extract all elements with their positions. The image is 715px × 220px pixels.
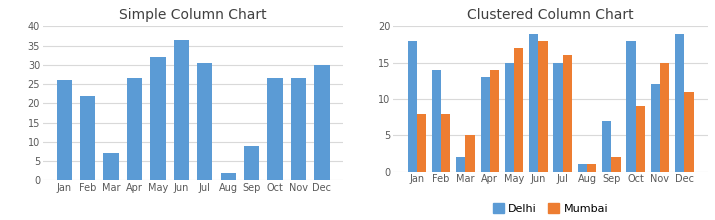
Bar	[150, 57, 165, 180]
Bar	[267, 78, 282, 180]
Bar	[651, 84, 660, 172]
Bar	[490, 70, 499, 172]
Title: Simple Column Chart: Simple Column Chart	[119, 8, 267, 22]
Bar	[221, 173, 236, 180]
Bar	[626, 41, 636, 172]
Bar	[432, 70, 441, 172]
Bar	[684, 92, 694, 172]
Bar	[611, 157, 621, 172]
Bar	[127, 78, 142, 180]
Bar	[529, 34, 538, 172]
Bar	[80, 96, 95, 180]
Bar	[408, 41, 417, 172]
Legend: Delhi, Mumbai: Delhi, Mumbai	[488, 199, 613, 218]
Bar	[197, 63, 212, 180]
Bar	[563, 55, 572, 172]
Bar	[480, 77, 490, 172]
Bar	[56, 80, 72, 180]
Bar	[315, 65, 330, 180]
Bar	[578, 164, 587, 172]
Bar	[538, 41, 548, 172]
Bar	[291, 78, 306, 180]
Bar	[553, 63, 563, 172]
Bar	[441, 114, 450, 172]
Bar	[244, 146, 260, 180]
Bar	[417, 114, 426, 172]
Bar	[602, 121, 611, 172]
Bar	[636, 106, 645, 172]
Bar	[660, 63, 669, 172]
Bar	[675, 34, 684, 172]
Bar	[174, 40, 189, 180]
Bar	[456, 157, 465, 172]
Title: Clustered Column Chart: Clustered Column Chart	[467, 8, 634, 22]
Bar	[505, 63, 514, 172]
Bar	[104, 154, 119, 180]
Bar	[514, 48, 523, 172]
Bar	[465, 135, 475, 172]
Bar	[587, 164, 596, 172]
